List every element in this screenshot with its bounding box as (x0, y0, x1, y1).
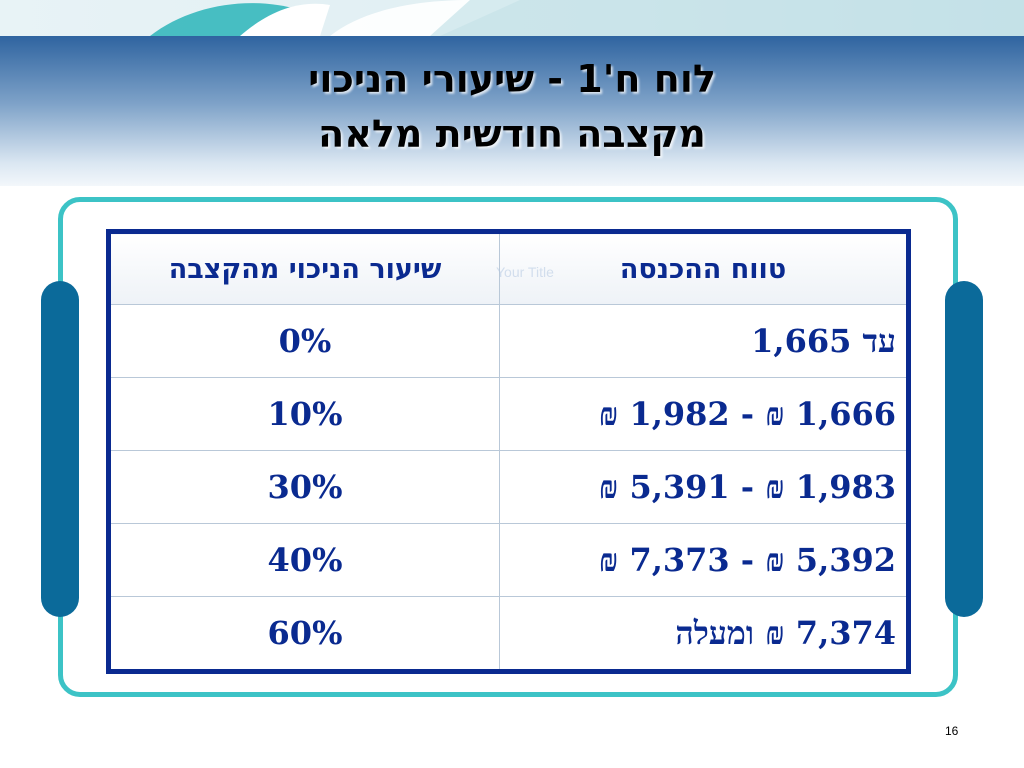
right-side-bar (945, 281, 983, 617)
income-range-cell: 1,983 ₪ - 5,391 ₪ (499, 450, 909, 524)
income-range-cell: עד 1,665 (499, 304, 909, 378)
table-row: 7,374 ₪ ומעלה 60% (108, 596, 909, 672)
table-row: 5,392 ₪ - 7,373 ₪ 40% (108, 523, 909, 597)
deduction-rate-cell: 10% (108, 377, 500, 451)
header-deduction-rate: שיעור הניכוי מהקצבה (108, 231, 500, 305)
income-range-cell: 7,374 ₪ ומעלה (499, 596, 909, 672)
table-row: 1,666 ₪ - 1,982 ₪ 10% (108, 377, 909, 451)
watermark-text: Your Title (496, 264, 554, 280)
header-income-range: טווח ההכנסה (499, 231, 909, 305)
swoosh-decoration (150, 0, 1024, 36)
slide-number: 16 (945, 724, 959, 738)
deduction-rate-cell: 0% (108, 304, 500, 378)
income-range-cell: 1,666 ₪ - 1,982 ₪ (499, 377, 909, 451)
deduction-rate-cell: 60% (108, 596, 500, 672)
deduction-rate-cell: 30% (108, 450, 500, 524)
deduction-rate-cell: 40% (108, 523, 500, 597)
title-line-2: מקצבה חודשית מלאה (318, 112, 706, 157)
income-range-cell: 5,392 ₪ - 7,373 ₪ (499, 523, 909, 597)
title-header-band (0, 36, 1024, 186)
title-line-1: לוח ח'1 - שיעורי הניכוי (308, 57, 716, 101)
table-row: עד 1,665 0% (108, 304, 909, 378)
left-side-bar (41, 281, 79, 617)
top-decorative-band (0, 0, 1024, 36)
table-row: 1,983 ₪ - 5,391 ₪ 30% (108, 450, 909, 524)
slide-title: לוח ח'1 - שיעורי הניכוי מקצבה חודשית מלא… (0, 52, 1024, 162)
deduction-rates-table: טווח ההכנסה שיעור הניכוי מהקצבה עד 1,665… (106, 229, 911, 674)
